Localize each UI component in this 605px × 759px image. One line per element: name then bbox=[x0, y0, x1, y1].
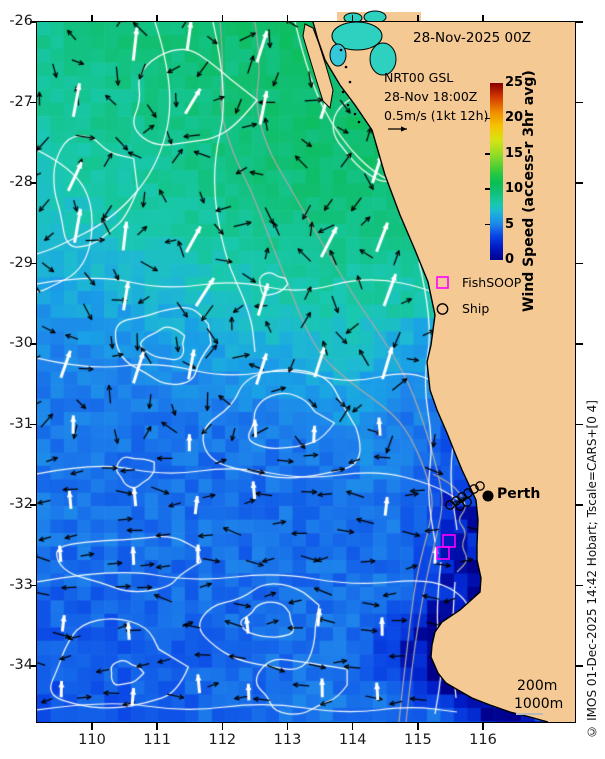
axis-tick bbox=[576, 21, 583, 23]
timestamp-title: 28-Nov-2025 00Z bbox=[413, 30, 531, 46]
axis-tick bbox=[30, 343, 37, 345]
axis-tick bbox=[286, 723, 289, 730]
axis-tick bbox=[417, 723, 419, 730]
depth-legend: 200m 1000m bbox=[514, 677, 563, 713]
axis-tick bbox=[482, 15, 484, 22]
y-axis-label: -26 bbox=[9, 13, 33, 29]
x-axis-label: 114 bbox=[338, 732, 367, 748]
colorbar-tick-label: 10 bbox=[505, 181, 524, 197]
y-axis-label: -27 bbox=[9, 93, 33, 110]
colorbar-tick-mark bbox=[485, 117, 490, 120]
colorbar-gradient bbox=[490, 83, 503, 260]
axis-tick bbox=[30, 182, 37, 184]
ship-marker bbox=[445, 500, 455, 510]
model-time: 28-Nov 18:00Z bbox=[384, 89, 478, 104]
fishsoop-square-icon bbox=[436, 276, 449, 289]
axis-tick bbox=[91, 723, 93, 730]
axis-tick bbox=[576, 262, 583, 265]
x-axis-label: 116 bbox=[469, 732, 497, 748]
colorbar-tick-mark bbox=[485, 153, 490, 155]
axis-tick bbox=[576, 584, 583, 587]
y-axis-label: -32 bbox=[9, 496, 33, 512]
colorbar-tick-mark bbox=[485, 188, 490, 190]
y-axis-label: -34 bbox=[9, 657, 33, 673]
depth-1000m-label: 1000m bbox=[514, 696, 564, 712]
colorbar-tick-mark bbox=[485, 223, 490, 226]
axis-tick bbox=[482, 723, 484, 730]
axis-tick bbox=[576, 343, 583, 345]
x-axis-label: 115 bbox=[404, 732, 432, 748]
axis-tick bbox=[417, 15, 419, 22]
dirk-hartog-island bbox=[302, 23, 334, 110]
colorbar-tick-label: 25 bbox=[505, 75, 524, 90]
colorbar-tick-label: 0 bbox=[505, 252, 515, 267]
ship-marker bbox=[463, 488, 473, 498]
axis-tick bbox=[576, 101, 583, 104]
fishsoop-marker bbox=[442, 534, 456, 548]
colorbar-tick-label: 15 bbox=[505, 145, 524, 161]
x-axis-label: 110 bbox=[78, 732, 106, 748]
depth-200m-label: 200m bbox=[517, 678, 558, 694]
axis-tick bbox=[221, 15, 224, 22]
axis-tick bbox=[576, 182, 583, 184]
axis-tick bbox=[30, 504, 37, 506]
axis-tick bbox=[576, 504, 583, 506]
model-info: NRT00 GSL 28-Nov 18:00Z 0.5m/s (1kt 12h) bbox=[384, 68, 544, 125]
legend-label-ship: Ship bbox=[462, 301, 490, 316]
ship-marker bbox=[455, 501, 465, 511]
axis-tick bbox=[156, 723, 158, 730]
axis-tick bbox=[30, 101, 37, 104]
colorbar bbox=[490, 83, 503, 260]
axis-tick bbox=[576, 423, 583, 426]
city-label-perth: Perth bbox=[497, 486, 541, 502]
axis-tick bbox=[156, 15, 158, 22]
axis-tick bbox=[351, 15, 354, 22]
perth-city-dot bbox=[482, 490, 494, 502]
y-axis-label: -31 bbox=[9, 415, 33, 432]
fishsoop-marker bbox=[436, 546, 450, 560]
axis-tick bbox=[91, 15, 93, 22]
coast-overlay bbox=[302, 10, 575, 722]
axis-tick bbox=[30, 665, 37, 667]
shark-bay-spill bbox=[337, 10, 421, 24]
y-axis-label: -33 bbox=[9, 576, 33, 593]
axis-tick bbox=[30, 262, 37, 265]
colorbar-tick-label: 20 bbox=[505, 110, 524, 126]
axis-tick bbox=[286, 15, 289, 22]
ship-circle-icon bbox=[436, 303, 449, 315]
axis-tick bbox=[30, 584, 37, 587]
legend-label-fishsoop: FishSOOP bbox=[462, 275, 522, 290]
coastal-rocks bbox=[339, 48, 361, 124]
axis-tick bbox=[351, 723, 354, 730]
y-axis-label: -30 bbox=[9, 335, 33, 351]
y-axis-label: -29 bbox=[9, 254, 33, 271]
ocean-map[interactable]: 28-Nov-2025 00Z NRT00 GSL 28-Nov 18:00Z … bbox=[36, 10, 576, 723]
x-axis-label: 113 bbox=[273, 732, 302, 748]
vector-scale-label: 0.5m/s (1kt 12h) bbox=[384, 108, 489, 123]
ship-marker bbox=[469, 484, 479, 494]
x-axis-label: 112 bbox=[208, 732, 237, 748]
axis-tick bbox=[30, 423, 37, 426]
x-axis-label: 111 bbox=[143, 732, 171, 748]
land-polygon bbox=[313, 22, 575, 722]
axis-tick bbox=[576, 665, 583, 667]
colorbar-title: Wind Speed (access-r 3hr avg) bbox=[521, 70, 537, 312]
ship-marker bbox=[457, 492, 467, 502]
depth-contour-sample bbox=[516, 713, 543, 715]
model-name: NRT00 GSL bbox=[384, 70, 454, 85]
colorbar-tick-label: 5 bbox=[505, 216, 515, 232]
ship-marker bbox=[475, 481, 485, 491]
ship-marker bbox=[462, 497, 472, 507]
axis-tick bbox=[221, 723, 224, 730]
scale-arrow-icon bbox=[388, 126, 407, 132]
copyright-text: © IMOS 01-Dec-2025 14:42 Hobart; Tscale=… bbox=[585, 400, 599, 739]
axis-tick bbox=[30, 21, 37, 23]
y-axis-label: -28 bbox=[9, 174, 33, 190]
